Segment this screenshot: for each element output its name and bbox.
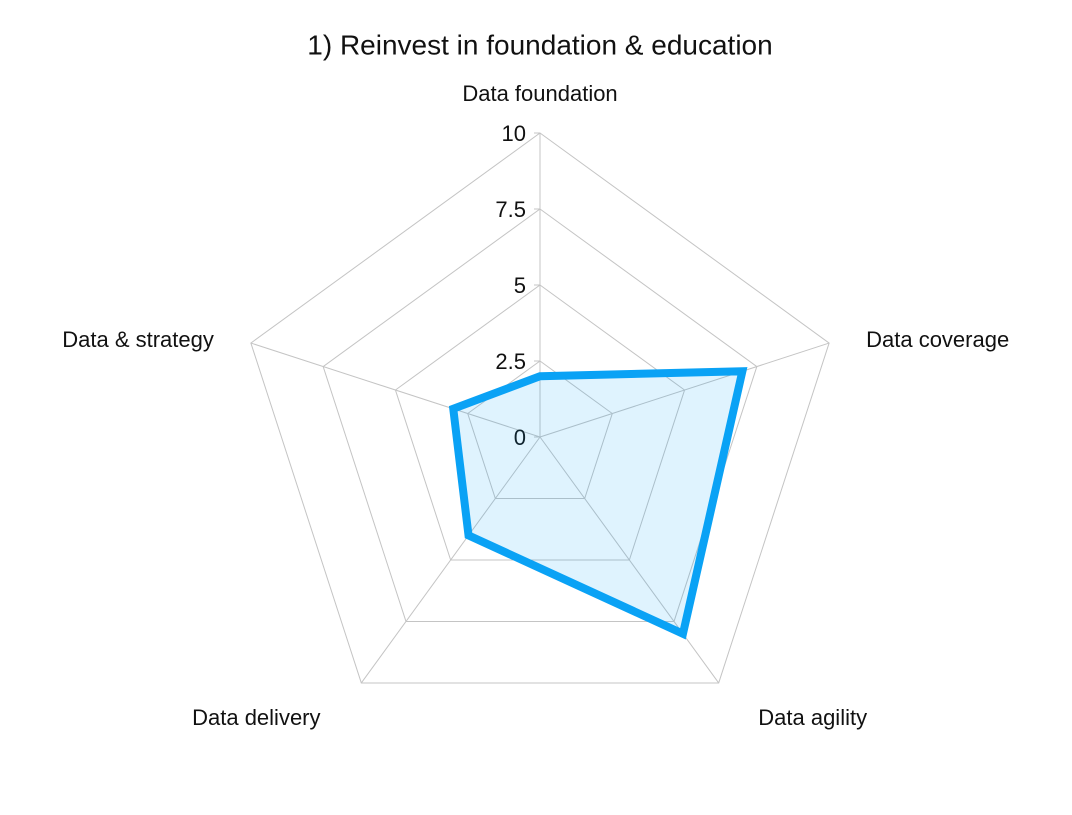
chart-title: 1) Reinvest in foundation & education: [307, 29, 772, 60]
y-tick-label: 0: [514, 425, 526, 450]
grid-line: [467, 360, 613, 499]
axis-spoke: [360, 436, 541, 684]
axis-label: Data delivery: [192, 705, 320, 730]
y-tick-label: 10: [502, 121, 526, 146]
axis-spoke: [539, 342, 830, 438]
axis-label: Data foundation: [462, 81, 617, 106]
y-tick-label: 7.5: [495, 197, 526, 222]
axis-label: Data agility: [758, 705, 867, 730]
radar-area: [448, 367, 748, 640]
grid-line: [250, 132, 830, 684]
axis-spoke: [250, 342, 541, 438]
axis-label: Data coverage: [866, 327, 1009, 352]
axis-label: Data & strategy: [62, 327, 214, 352]
y-tick-label: 2.5: [495, 349, 526, 374]
axis-spoke: [539, 436, 720, 684]
y-tick-label: 5: [514, 273, 526, 298]
grid-line: [322, 208, 758, 622]
